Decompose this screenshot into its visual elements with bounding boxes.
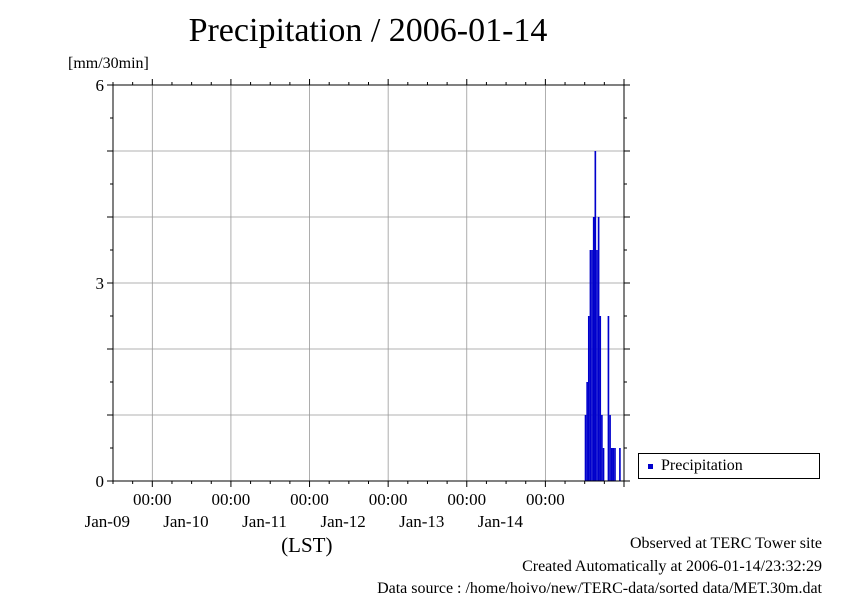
precipitation-bar bbox=[596, 250, 598, 481]
legend-swatch bbox=[648, 464, 653, 469]
legend-label: Precipitation bbox=[661, 457, 743, 474]
bar-series bbox=[584, 151, 621, 481]
precipitation-bar bbox=[607, 316, 610, 481]
x-tick-date-label: Jan-09 bbox=[85, 512, 130, 531]
x-tick-time-label: 00:00 bbox=[447, 490, 486, 509]
precipitation-bar bbox=[601, 415, 603, 481]
precipitation-bar bbox=[612, 448, 615, 481]
footer-source: Data source : /home/hoivo/new/TERC-data/… bbox=[377, 580, 822, 597]
precipitation-bar bbox=[587, 316, 590, 481]
x-tick-time-label: 00:00 bbox=[212, 490, 251, 509]
footer-observed: Observed at TERC Tower site bbox=[629, 535, 822, 552]
precipitation-bar bbox=[610, 448, 613, 481]
precipitation-bar bbox=[619, 448, 621, 481]
precipitation-bar bbox=[597, 217, 600, 481]
footer-created: Created Automatically at 2006-01-14/23:3… bbox=[522, 558, 822, 575]
precipitation-bar bbox=[594, 151, 597, 481]
y-tick-label: 0 bbox=[96, 472, 105, 491]
legend: Precipitation bbox=[638, 453, 820, 479]
precipitation-bar bbox=[591, 250, 593, 481]
precipitation-bar bbox=[592, 217, 595, 481]
grid-lines bbox=[113, 85, 624, 481]
precipitation-bar bbox=[602, 448, 605, 481]
x-tick-date-label: Jan-10 bbox=[163, 512, 208, 531]
x-tick-time-label: 00:00 bbox=[526, 490, 565, 509]
axes: 03600:00Jan-0900:00Jan-1000:00Jan-1100:0… bbox=[85, 76, 630, 557]
x-tick-date-label: Jan-11 bbox=[242, 512, 287, 531]
x-tick-date-label: Jan-13 bbox=[399, 512, 444, 531]
chart-title: Precipitation / 2006-01-14 bbox=[188, 12, 548, 49]
x-axis-label: (LST) bbox=[281, 533, 332, 557]
x-tick-date-label: Jan-14 bbox=[478, 512, 524, 531]
x-tick-date-label: Jan-12 bbox=[320, 512, 365, 531]
precipitation-bar bbox=[599, 316, 602, 481]
y-tick-label: 6 bbox=[96, 76, 105, 95]
precipitation-bar bbox=[614, 448, 616, 481]
x-tick-time-label: 00:00 bbox=[133, 490, 172, 509]
y-tick-label: 3 bbox=[96, 274, 105, 293]
precipitation-bar bbox=[589, 250, 592, 481]
precipitation-bar bbox=[609, 415, 611, 481]
precipitation-bar bbox=[584, 415, 587, 481]
x-tick-time-label: 00:00 bbox=[290, 490, 329, 509]
y-axis-unit-label: [mm/30min] bbox=[68, 55, 149, 72]
x-tick-time-label: 00:00 bbox=[369, 490, 408, 509]
precipitation-bar bbox=[586, 382, 588, 481]
